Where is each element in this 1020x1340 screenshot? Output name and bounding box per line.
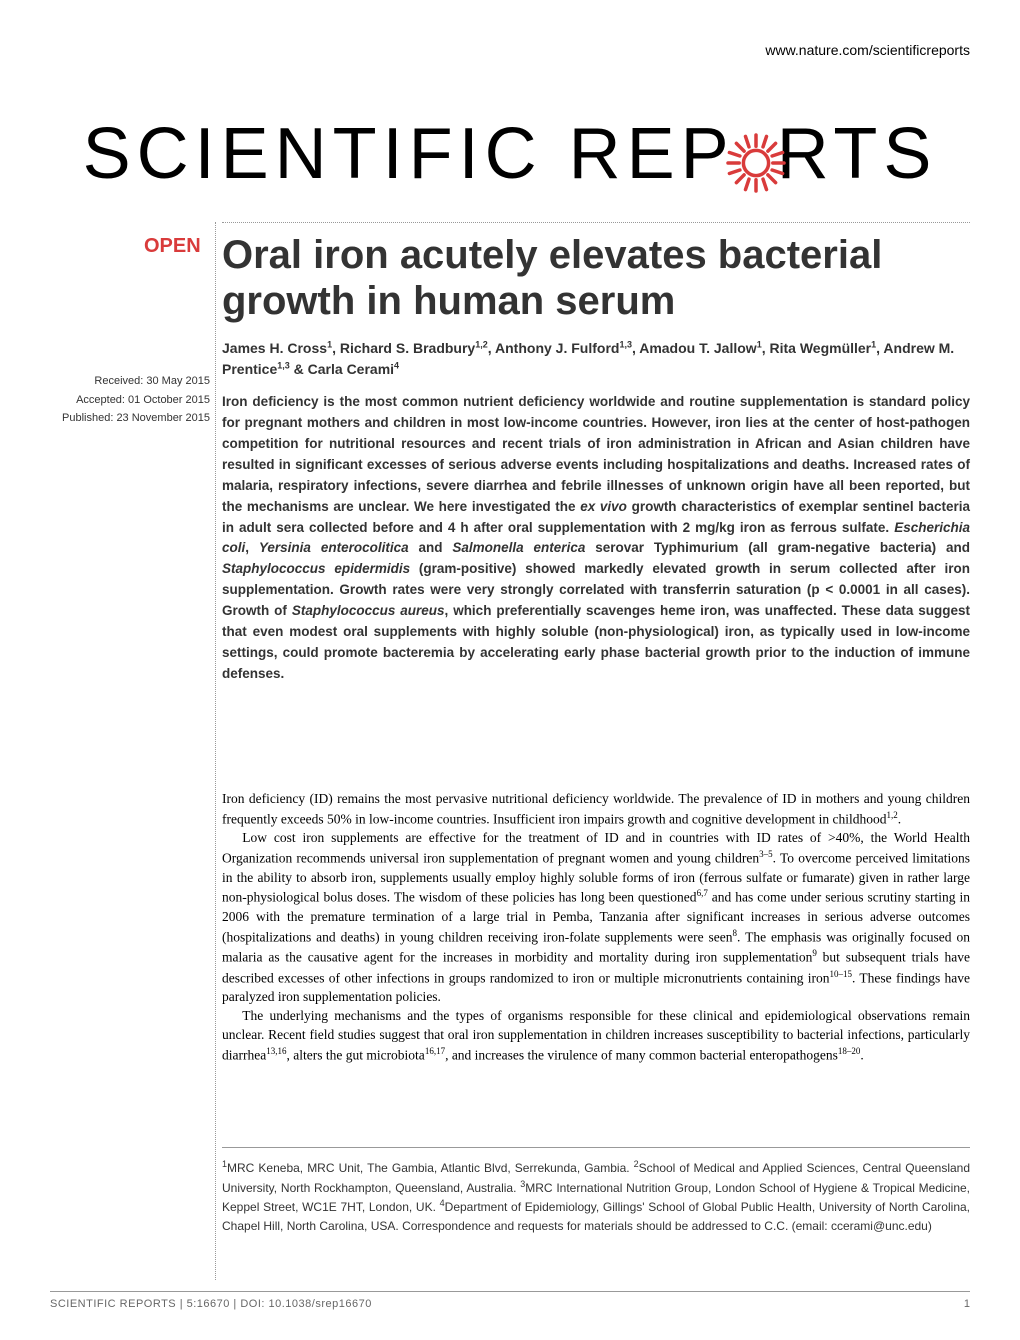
author-list: James H. Cross1, Richard S. Bradbury1,2,… [222, 338, 970, 380]
journal-url[interactable]: www.nature.com/scientificreports [765, 42, 970, 58]
page-footer: SCIENTIFIC REPORTS | 5:16670 | DOI: 10.1… [50, 1291, 970, 1310]
article-title: Oral iron acutely elevates bacterial gro… [222, 232, 970, 324]
affiliations: 1MRC Keneba, MRC Unit, The Gambia, Atlan… [222, 1147, 970, 1235]
abstract: Iron deficiency is the most common nutri… [222, 392, 970, 685]
paragraph-3: The underlying mechanisms and the types … [222, 1007, 970, 1065]
divider-vertical [215, 222, 216, 1280]
journal-logo: SCIENTIFIC REP [50, 110, 970, 197]
date-published: Published: 23 November 2015 [50, 409, 210, 428]
publication-dates: Received: 30 May 2015 Accepted: 01 Octob… [50, 372, 210, 428]
page-number: 1 [964, 1298, 970, 1310]
date-accepted: Accepted: 01 October 2015 [50, 391, 210, 410]
logo-middle: REP [569, 113, 735, 195]
divider-top [222, 222, 970, 223]
gear-icon [721, 128, 791, 215]
paragraph-1: Iron deficiency (ID) remains the most pe… [222, 790, 970, 829]
logo-suffix: RTS [777, 113, 938, 195]
date-received: Received: 30 May 2015 [50, 372, 210, 391]
body-text: Iron deficiency (ID) remains the most pe… [222, 790, 970, 1065]
open-access-badge: OPEN [144, 235, 201, 258]
logo-prefix: SCIENTIFIC [83, 113, 543, 195]
footer-citation: SCIENTIFIC REPORTS | 5:16670 | DOI: 10.1… [50, 1298, 372, 1310]
paragraph-2: Low cost iron supplements are effective … [222, 829, 970, 1007]
